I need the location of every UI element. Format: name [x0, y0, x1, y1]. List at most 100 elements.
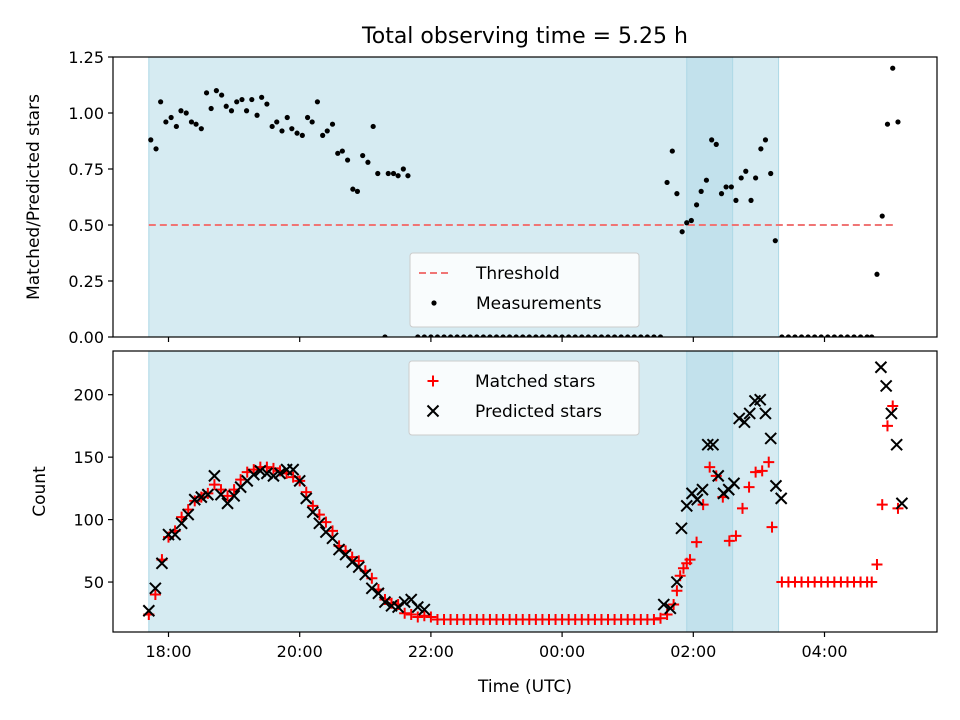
data-point — [254, 112, 260, 118]
data-point — [748, 197, 754, 203]
data-point — [178, 108, 184, 114]
data-point — [313, 517, 326, 530]
data-point — [359, 568, 372, 581]
data-point — [293, 474, 306, 488]
data-point — [405, 609, 417, 621]
data-point — [691, 536, 703, 548]
data-point — [871, 559, 883, 571]
data-point — [638, 334, 644, 337]
data-point — [188, 119, 195, 125]
data-point — [664, 179, 670, 186]
data-point — [203, 90, 210, 96]
legend-swatch — [427, 375, 439, 387]
data-point — [168, 114, 174, 121]
data-point — [405, 173, 411, 179]
data-point — [890, 438, 903, 451]
data-point — [213, 88, 219, 94]
data-point — [461, 334, 467, 337]
data-point — [149, 582, 162, 595]
data-point — [881, 420, 893, 432]
data-point — [267, 469, 280, 483]
data-point — [895, 497, 909, 510]
data-point — [611, 334, 618, 337]
data-point — [415, 334, 421, 337]
data-point — [704, 461, 716, 473]
data-point — [733, 197, 739, 203]
axes-frame — [112, 56, 938, 338]
data-point — [572, 334, 578, 337]
data-point — [728, 184, 734, 190]
data-point — [208, 469, 221, 483]
data-point — [670, 575, 684, 589]
data-point — [324, 128, 330, 134]
data-point — [227, 489, 241, 503]
data-point — [259, 94, 265, 100]
data-point — [874, 271, 880, 277]
data-point — [684, 554, 696, 566]
data-point — [520, 334, 526, 337]
data-point — [717, 487, 730, 500]
data-point — [733, 412, 746, 425]
data-point — [428, 334, 434, 337]
data-point — [320, 516, 332, 528]
legend-label: Matched stars — [475, 372, 595, 392]
data-point — [688, 217, 694, 224]
data-point — [500, 334, 506, 337]
data-point — [247, 468, 260, 481]
data-point — [375, 170, 381, 177]
data-point — [158, 99, 164, 105]
data-point — [365, 582, 379, 595]
data-point — [812, 334, 818, 337]
data-point — [772, 238, 778, 244]
legend-label: Predicted stars — [475, 402, 602, 422]
data-point — [756, 465, 768, 477]
data-point — [684, 220, 690, 226]
data-point — [750, 466, 762, 478]
data-point — [354, 188, 361, 194]
x-tick-label: 02:00 — [670, 642, 716, 661]
data-point — [149, 589, 161, 601]
x-tick-label: 18:00 — [145, 642, 191, 661]
data-point — [743, 407, 756, 420]
data-point — [148, 137, 154, 143]
data-point — [329, 121, 336, 127]
data-point — [679, 229, 685, 235]
data-point — [876, 499, 888, 511]
data-point — [183, 110, 189, 116]
data-point — [546, 334, 552, 337]
data-point — [198, 126, 204, 132]
data-point — [223, 103, 229, 109]
data-point — [327, 525, 338, 537]
data-point — [879, 213, 885, 219]
data-point — [155, 557, 169, 570]
data-point — [307, 500, 319, 512]
y-tick-label: 0.25 — [68, 272, 104, 291]
x-axis-label: Time (UTC) — [477, 677, 572, 697]
data-point — [391, 600, 405, 614]
data-point — [385, 170, 391, 177]
data-point — [698, 188, 704, 194]
y-tick-label: 1.00 — [68, 104, 104, 123]
data-point — [818, 334, 824, 337]
data-point — [696, 483, 709, 496]
data-point — [480, 334, 486, 337]
y-tick-label: 1.25 — [68, 48, 104, 67]
data-point — [378, 595, 392, 609]
data-point — [332, 543, 346, 556]
data-point — [675, 522, 688, 535]
legend-swatch — [426, 404, 440, 418]
data-point — [306, 505, 320, 519]
data-point — [785, 334, 792, 337]
data-point — [284, 114, 290, 121]
data-point — [768, 170, 774, 177]
data-point — [300, 492, 313, 505]
data-point — [674, 191, 680, 197]
data-point — [890, 65, 896, 71]
data-point — [655, 612, 666, 624]
y-tick-label: 50 — [84, 573, 104, 592]
data-point — [195, 490, 208, 504]
data-point — [173, 123, 179, 130]
data-point — [743, 168, 749, 174]
legend-swatch — [431, 300, 437, 306]
data-point — [234, 99, 240, 105]
